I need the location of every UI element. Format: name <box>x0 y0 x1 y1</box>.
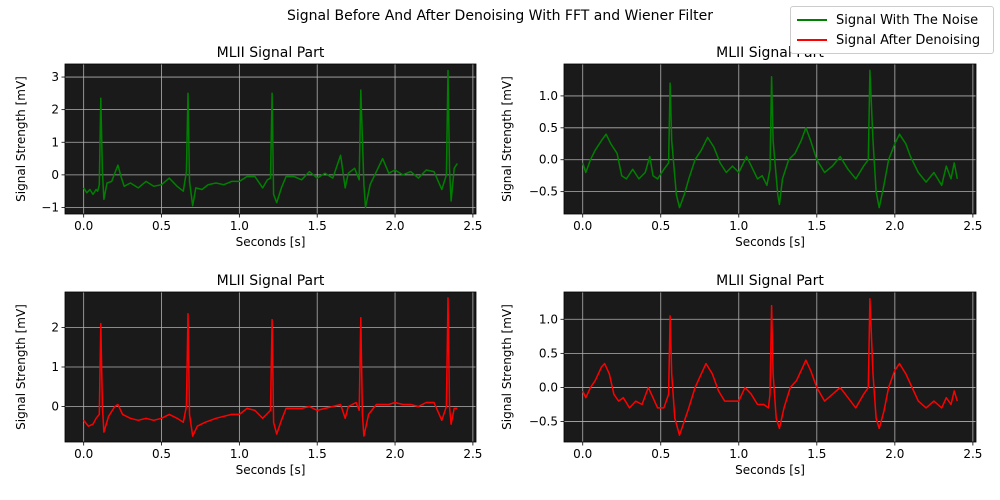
x-axis-label: Seconds [s] <box>735 463 805 477</box>
figure-legend: Signal With The Noise Signal After Denoi… <box>790 6 994 54</box>
x-tick-label: 1.0 <box>230 447 249 461</box>
y-tick-label: −0.5 <box>529 185 558 199</box>
x-tick-label: 1.5 <box>807 447 826 461</box>
y-tick-label: 0.5 <box>539 346 558 360</box>
signal-line <box>83 69 458 209</box>
plot-frame <box>563 63 977 215</box>
x-tick-label: 2.5 <box>963 219 982 233</box>
y-tick-label: 2 <box>51 321 59 335</box>
y-tick-label: 0.0 <box>539 380 558 394</box>
x-tick-label: 2.0 <box>385 219 404 233</box>
x-tick-label: 0.0 <box>74 447 93 461</box>
plot-frame <box>64 63 477 215</box>
x-tick-label: 0.5 <box>152 219 171 233</box>
legend-swatch-noisy <box>797 19 827 21</box>
x-tick-label: 2.5 <box>463 447 482 461</box>
x-tick-label: 2.5 <box>963 447 982 461</box>
x-axis-label: Seconds [s] <box>236 235 306 249</box>
y-tick-label: 0 <box>51 399 59 413</box>
legend-entry-denoised: Signal After Denoising <box>797 31 980 49</box>
x-tick-label: 1.0 <box>729 447 748 461</box>
subplot-3: 0.0 0.5 1.0 1.5 2.0 2.5 0 1 2 MLII Signal Part Sec… <box>14 273 482 477</box>
y-tick-label: 1.0 <box>539 89 558 103</box>
subplot-title: MLII Signal Part <box>217 273 325 289</box>
y-tick-label: 1 <box>51 135 59 149</box>
x-tick-label: 1.5 <box>807 219 826 233</box>
x-axis-label: Seconds [s] <box>236 463 306 477</box>
y-tick-label: −1 <box>41 200 59 214</box>
subplot-4: 0.0 0.5 1.0 1.5 2.0 2.5 −0.5 0.0 0.5 1.0 MLII Sign… <box>500 273 982 477</box>
x-tick-label: 1.5 <box>308 447 327 461</box>
x-tick-label: 0.0 <box>573 219 592 233</box>
subplot-title: MLII Signal Part <box>716 273 824 289</box>
x-tick-label: 1.0 <box>230 219 249 233</box>
x-tick-label: 0.5 <box>152 447 171 461</box>
y-tick-label: 1.0 <box>539 312 558 326</box>
y-axis-label: Signal Strength [mV] <box>500 304 514 430</box>
x-tick-label: 1.0 <box>729 219 748 233</box>
legend-swatch-denoised <box>797 39 827 41</box>
y-tick-label: 0 <box>51 168 59 182</box>
y-axis-label: Signal Strength [mV] <box>14 304 28 430</box>
signal-line <box>582 298 959 436</box>
x-tick-label: 2.0 <box>885 219 904 233</box>
legend-label-noisy: Signal With The Noise <box>836 12 979 28</box>
legend-entry-noisy: Signal With The Noise <box>797 11 978 29</box>
x-tick-label: 0.0 <box>573 447 592 461</box>
y-tick-label: 0.0 <box>539 153 558 167</box>
x-tick-label: 0.0 <box>74 219 93 233</box>
x-tick-label: 2.5 <box>463 219 482 233</box>
subplot-1: 0.0 0.5 1.0 1.5 2.0 2.5 −1 0 1 2 3 MLII Signal Part… <box>14 45 482 249</box>
x-axis-label: Seconds [s] <box>735 235 805 249</box>
subplot-title: MLII Signal Part <box>217 45 325 61</box>
y-tick-label: −0.5 <box>529 415 558 429</box>
x-tick-label: 0.5 <box>651 447 670 461</box>
y-tick-label: 2 <box>51 103 59 117</box>
y-axis-label: Signal Strength [mV] <box>14 76 28 202</box>
x-tick-label: 2.0 <box>885 447 904 461</box>
x-tick-label: 0.5 <box>651 219 670 233</box>
plot-frame <box>64 291 477 443</box>
signal-line <box>581 69 959 209</box>
x-tick-label: 1.5 <box>308 219 327 233</box>
y-tick-label: 3 <box>51 70 59 84</box>
figure-suptitle: Signal Before And After Denoising With F… <box>287 8 713 24</box>
legend-label-denoised: Signal After Denoising <box>836 32 981 48</box>
y-tick-label: 0.5 <box>539 121 558 135</box>
y-tick-label: 1 <box>51 360 59 374</box>
y-axis-label: Signal Strength [mV] <box>500 76 514 202</box>
x-tick-label: 2.0 <box>385 447 404 461</box>
plot-frame <box>563 291 977 443</box>
signal-line <box>83 297 458 437</box>
